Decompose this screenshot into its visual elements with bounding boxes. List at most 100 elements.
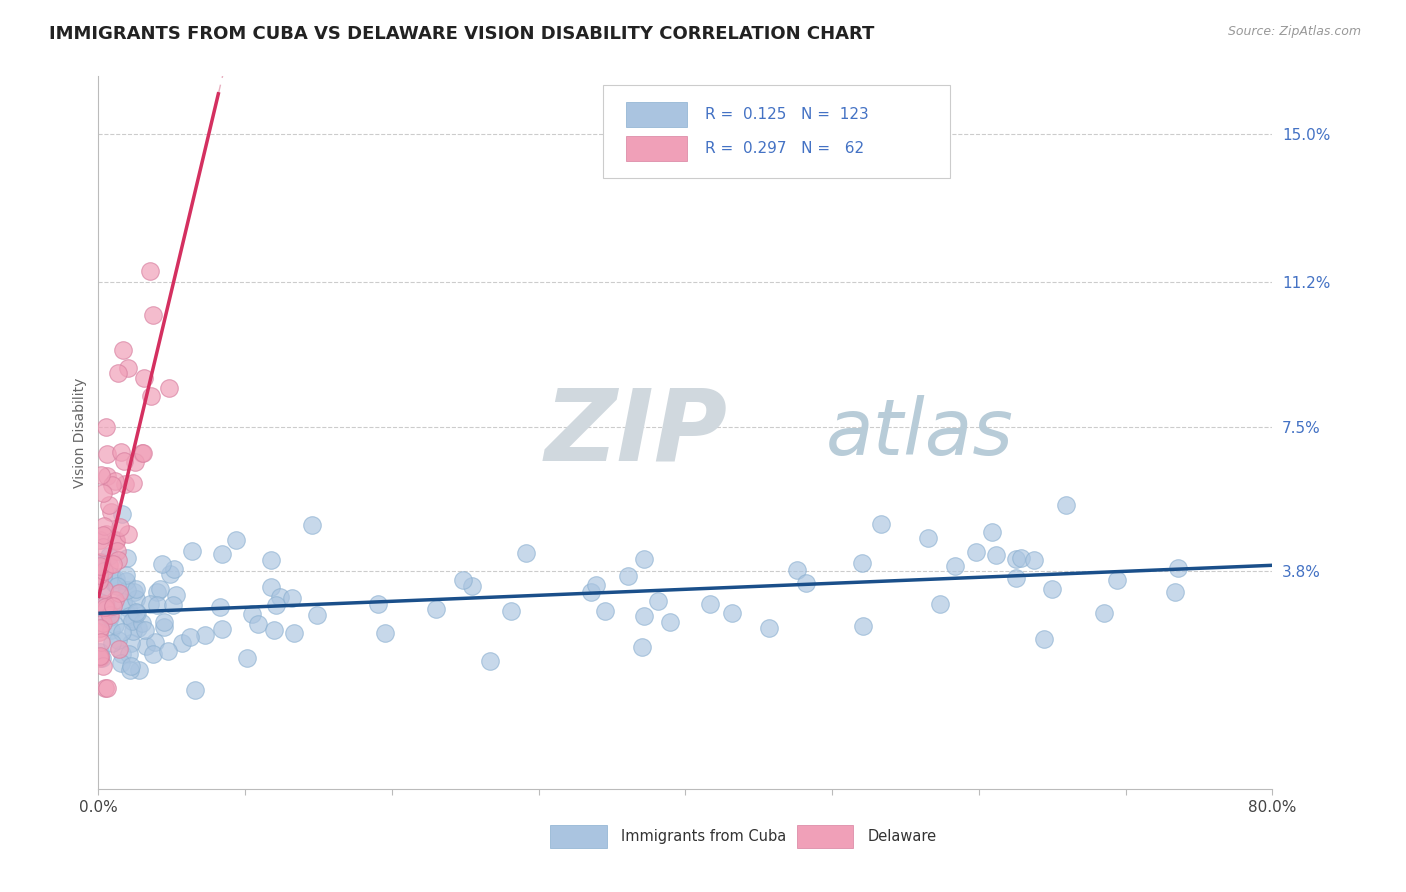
Point xyxy=(121,614,143,628)
Point xyxy=(93,486,115,500)
Point xyxy=(125,605,148,619)
Point xyxy=(263,623,285,637)
Point xyxy=(114,454,136,468)
Point xyxy=(1167,561,1189,575)
Point xyxy=(478,654,501,668)
Point xyxy=(110,656,132,670)
Point xyxy=(209,600,232,615)
Point xyxy=(179,631,201,645)
Point xyxy=(170,636,193,650)
Point xyxy=(98,498,121,512)
Point xyxy=(1005,571,1028,585)
Point xyxy=(758,621,780,635)
Point xyxy=(1024,553,1046,567)
Point xyxy=(93,528,115,542)
Point xyxy=(89,645,111,659)
Point xyxy=(153,620,176,634)
Point xyxy=(90,558,112,572)
Point xyxy=(107,553,129,567)
Point xyxy=(121,476,143,491)
Point xyxy=(146,584,169,599)
Point xyxy=(115,550,138,565)
Point xyxy=(104,474,127,488)
Point xyxy=(94,600,117,615)
Point xyxy=(98,607,121,622)
Point xyxy=(630,640,652,654)
Point xyxy=(89,555,111,569)
Text: Delaware: Delaware xyxy=(868,829,936,844)
Point xyxy=(159,566,181,581)
Point xyxy=(150,557,173,571)
Point xyxy=(93,597,115,611)
Point xyxy=(108,642,131,657)
Point xyxy=(100,623,122,637)
Point xyxy=(162,562,184,576)
Point xyxy=(111,624,134,639)
Point xyxy=(110,520,132,534)
Point xyxy=(269,591,291,605)
Point xyxy=(114,574,136,588)
Point xyxy=(633,552,655,566)
Point xyxy=(142,308,165,322)
Point xyxy=(98,558,121,572)
Point xyxy=(260,553,283,567)
Point xyxy=(94,419,117,434)
Point xyxy=(96,601,118,615)
Point xyxy=(943,558,966,573)
Point xyxy=(134,371,156,385)
Point xyxy=(107,633,129,648)
Point xyxy=(1005,551,1028,566)
Point xyxy=(118,663,141,677)
Point xyxy=(108,586,131,600)
Point xyxy=(98,609,121,624)
Point xyxy=(720,607,742,621)
Point xyxy=(111,343,134,358)
Point xyxy=(125,606,148,620)
Point xyxy=(89,650,111,665)
Point xyxy=(94,681,117,695)
Point xyxy=(125,591,148,606)
Point xyxy=(1054,498,1077,512)
Point xyxy=(146,599,169,613)
Point xyxy=(122,611,145,625)
Point xyxy=(91,616,114,631)
Y-axis label: Vision Disability: Vision Disability xyxy=(73,377,87,488)
Point xyxy=(103,557,125,571)
Point xyxy=(142,648,165,662)
Point xyxy=(115,568,138,582)
Point xyxy=(194,628,217,642)
Point xyxy=(156,644,179,658)
Text: IMMIGRANTS FROM CUBA VS DELAWARE VISION DISABILITY CORRELATION CHART: IMMIGRANTS FROM CUBA VS DELAWARE VISION … xyxy=(49,25,875,43)
Point xyxy=(93,582,115,596)
Point xyxy=(139,597,162,611)
Point xyxy=(114,477,136,491)
Point xyxy=(103,576,125,591)
Point xyxy=(794,576,817,591)
Point xyxy=(131,446,153,460)
Point xyxy=(162,599,184,613)
Point xyxy=(105,579,128,593)
Point xyxy=(120,658,142,673)
Point xyxy=(100,505,122,519)
Point xyxy=(928,597,950,611)
Bar xyxy=(550,825,607,848)
Point xyxy=(981,524,1004,539)
Point xyxy=(301,517,323,532)
Point xyxy=(111,647,134,661)
Point xyxy=(91,658,114,673)
Point xyxy=(851,557,873,571)
Point xyxy=(110,445,132,459)
Point xyxy=(699,597,721,611)
Point xyxy=(105,533,128,547)
Point xyxy=(180,544,202,558)
Point xyxy=(118,608,141,623)
Point xyxy=(122,624,145,638)
Point xyxy=(89,594,111,608)
Point xyxy=(984,548,1007,562)
Text: R =  0.297   N =   62: R = 0.297 N = 62 xyxy=(706,141,865,156)
Point xyxy=(89,559,111,574)
Point xyxy=(122,585,145,599)
Point xyxy=(101,570,124,584)
Point xyxy=(647,594,669,608)
Point xyxy=(89,567,111,582)
